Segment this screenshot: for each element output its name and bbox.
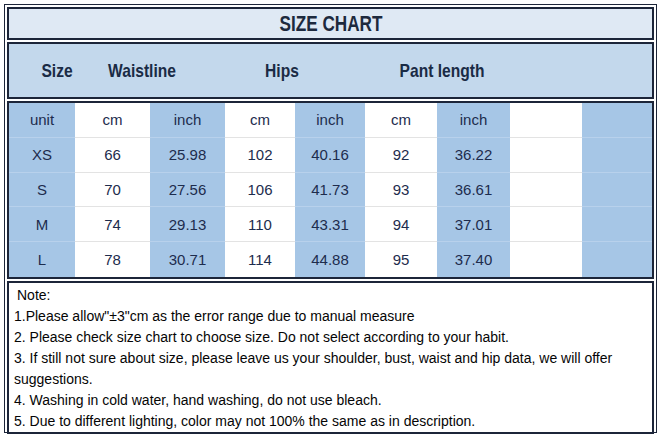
value-cell: 93 bbox=[365, 173, 437, 208]
empty-cell bbox=[510, 138, 582, 173]
value-cell: 37.01 bbox=[437, 207, 510, 242]
unit-cell: cm bbox=[225, 103, 295, 138]
value-cell: 95 bbox=[365, 242, 437, 277]
unit-cell: cm bbox=[365, 103, 437, 138]
value-cell: 25.98 bbox=[150, 138, 225, 173]
value-cell: 102 bbox=[225, 138, 295, 173]
value-cell: 29.13 bbox=[150, 207, 225, 242]
title-bar: SIZE CHART bbox=[7, 7, 654, 40]
value-cell: 114 bbox=[225, 242, 295, 277]
value-cell: 41.73 bbox=[295, 173, 365, 208]
page-title: SIZE CHART bbox=[279, 11, 382, 37]
empty-cell bbox=[582, 103, 652, 138]
note-item: 3. If still not sure about size, please … bbox=[14, 348, 647, 390]
size-cell: XS bbox=[9, 138, 75, 173]
header-pant-length: Pant length bbox=[400, 60, 485, 82]
unit-cell: cm bbox=[75, 103, 150, 138]
note-item: 2. Please check size chart to choose siz… bbox=[14, 327, 647, 348]
size-table: unit cm inch cm inch cm inch XS 66 25.98… bbox=[7, 101, 654, 279]
empty-cell bbox=[510, 103, 582, 138]
value-cell: 106 bbox=[225, 173, 295, 208]
value-cell: 36.22 bbox=[437, 138, 510, 173]
value-cell: 37.40 bbox=[437, 242, 510, 277]
empty-cell bbox=[510, 242, 582, 277]
value-cell: 78 bbox=[75, 242, 150, 277]
value-cell: 94 bbox=[365, 207, 437, 242]
note-item: 1.Please allow"±3"cm as the error range … bbox=[14, 306, 647, 327]
notes-label: Note: bbox=[14, 285, 647, 306]
unit-cell: inch bbox=[150, 103, 225, 138]
value-cell: 27.56 bbox=[150, 173, 225, 208]
value-cell: 43.31 bbox=[295, 207, 365, 242]
value-cell: 40.16 bbox=[295, 138, 365, 173]
table-row: M 74 29.13 110 43.31 94 37.01 bbox=[9, 207, 652, 242]
empty-cell bbox=[510, 207, 582, 242]
empty-cell bbox=[582, 138, 652, 173]
empty-cell bbox=[582, 242, 652, 277]
value-cell: 30.71 bbox=[150, 242, 225, 277]
value-cell: 74 bbox=[75, 207, 150, 242]
unit-cell: unit bbox=[9, 103, 75, 138]
size-chart-frame: SIZE CHART Size Waistline Hips Pant leng… bbox=[4, 4, 657, 433]
unit-cell: inch bbox=[295, 103, 365, 138]
header-size: Size bbox=[41, 60, 72, 82]
value-cell: 92 bbox=[365, 138, 437, 173]
size-cell: L bbox=[9, 242, 75, 277]
unit-cell: inch bbox=[437, 103, 510, 138]
notes-section: Note: 1.Please allow"±3"cm as the error … bbox=[7, 281, 654, 434]
table-row: S 70 27.56 106 41.73 93 36.61 bbox=[9, 173, 652, 208]
note-item: 4. Washing in cold water, hand washing, … bbox=[14, 390, 647, 411]
empty-cell bbox=[582, 207, 652, 242]
value-cell: 66 bbox=[75, 138, 150, 173]
value-cell: 44.88 bbox=[295, 242, 365, 277]
value-cell: 110 bbox=[225, 207, 295, 242]
unit-row: unit cm inch cm inch cm inch bbox=[9, 103, 652, 138]
empty-cell bbox=[582, 173, 652, 208]
empty-cell bbox=[510, 173, 582, 208]
table-header-row: Size Waistline Hips Pant length bbox=[7, 42, 654, 99]
size-cell: M bbox=[9, 207, 75, 242]
size-cell: S bbox=[9, 173, 75, 208]
value-cell: 36.61 bbox=[437, 173, 510, 208]
table-row: XS 66 25.98 102 40.16 92 36.22 bbox=[9, 138, 652, 173]
header-hips: Hips bbox=[265, 60, 299, 82]
header-waistline: Waistline bbox=[108, 60, 176, 82]
table-row: L 78 30.71 114 44.88 95 37.40 bbox=[9, 242, 652, 277]
note-item: 5. Due to different lighting, color may … bbox=[14, 411, 647, 432]
value-cell: 70 bbox=[75, 173, 150, 208]
